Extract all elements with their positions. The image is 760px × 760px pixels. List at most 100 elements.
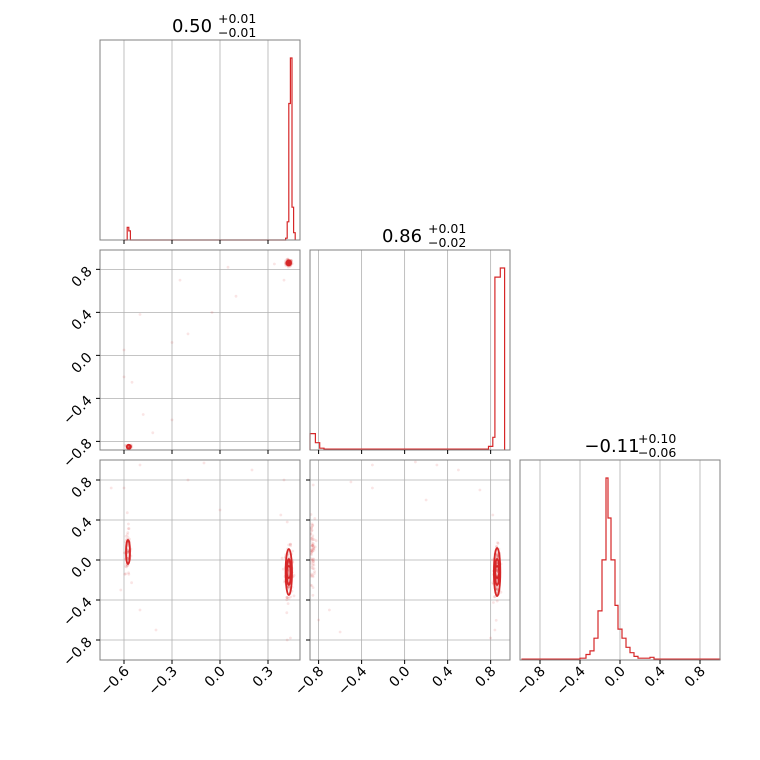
- panel-p2-vs-p1-cluster-1-point: [310, 551, 313, 554]
- panel-p2-vs-p1-cluster-1-point: [311, 538, 315, 542]
- panel-p2-vs-p1-cluster-1-point: [311, 575, 315, 579]
- panel-p2-vs-p0-xtick-label-3: 0.3: [250, 664, 277, 691]
- panel-p2-vs-p1-cluster-0-point: [495, 587, 499, 591]
- hist-panel-p1-histogram: [309, 267, 506, 450]
- hist-panel-p0-title-minus: −0.01: [218, 25, 256, 40]
- panel-p1-vs-p0-scatter-point-13: [234, 294, 238, 298]
- panel-p2-vs-p1-cluster-1-point: [311, 559, 315, 563]
- panel-p1-vs-p0-ytick-label-4: 0.8: [69, 264, 96, 291]
- panel-p2-vs-p0-scatter-point-3: [202, 461, 206, 465]
- panel-p2-vs-p1-cluster-0-point: [495, 569, 499, 572]
- panel-p1-vs-p0-ytick-label-2: 0.0: [69, 350, 96, 377]
- panel-p2-vs-p1-cluster-1-point: [310, 544, 314, 547]
- panel-p2-vs-p0-scatter-point-7: [282, 478, 286, 482]
- panel-p2-vs-p1-cluster-1-point: [310, 526, 314, 529]
- panel-p2-vs-p1-cluster-1-point: [310, 531, 313, 535]
- hist-panel-p2-xtick-label-4: 0.8: [682, 664, 709, 691]
- panel-p2-vs-p0-scatter-point-1: [109, 486, 113, 490]
- panel-p2-vs-p0-cluster-0-point: [287, 568, 290, 572]
- panel-p2-vs-p1-xtick-label-2: 0.0: [386, 664, 413, 691]
- panel-p2-vs-p0-cluster-1-point: [126, 551, 130, 555]
- panel-p2-vs-p0-xtick-label-0: −0.6: [97, 663, 132, 698]
- panel-p2-vs-p0-contour-1-0: [125, 539, 131, 565]
- panel-p2-vs-p0-cluster-0-point: [287, 570, 290, 574]
- panel-p2-vs-p1-cluster-0-point: [495, 570, 499, 573]
- panel-p1-vs-p0-scatter-point-4: [186, 332, 190, 336]
- panel-p2-vs-p1-scatter-point-12: [371, 486, 374, 490]
- panel-p1-vs-p0-cluster-1-point: [127, 445, 131, 449]
- panel-p1-vs-p0-marks: [122, 257, 294, 450]
- panel-p1-vs-p0-ytick-label-1: −0.4: [60, 393, 95, 428]
- panel-p2-vs-p1-cluster-0-point: [496, 569, 499, 573]
- panel-p2-vs-p1-cluster-1-point: [310, 548, 313, 552]
- panel-p2-vs-p0-cluster-0-point: [285, 596, 289, 599]
- panel-p2-vs-p0-cluster-1-point: [126, 535, 130, 539]
- panel-p2-vs-p1-cluster-0-point: [494, 618, 498, 622]
- panel-p2-vs-p1-cluster-1-point: [311, 586, 315, 589]
- panel-p2-vs-p1-scatter-point-14: [311, 483, 315, 487]
- panel-p2-vs-p0-cluster-1-point: [126, 553, 130, 556]
- panel-p2-vs-p0-ytick-label-4: 0.8: [69, 474, 96, 501]
- panel-p2-vs-p1-cluster-1-point: [311, 567, 315, 570]
- panel-p2-vs-p1-cluster-1-point: [311, 542, 315, 545]
- panel-p2-vs-p0-cluster-0-point: [287, 570, 291, 574]
- panel-p2-vs-p0-cluster-0-point: [287, 543, 291, 547]
- panel-p2-vs-p0-cluster-0-point: [287, 585, 290, 589]
- panel-p2-vs-p1-cluster-0-point: [495, 588, 499, 592]
- panel-p2-vs-p1-scatter-point-13: [424, 498, 428, 502]
- panel-p2-vs-p1-cluster-1-point: [313, 545, 317, 549]
- panel-p2-vs-p1-scatter-point-2: [414, 460, 417, 464]
- panel-p2-vs-p1-cluster-1-point: [312, 563, 316, 567]
- panel-p1-vs-p0-scatter-point-6: [130, 380, 134, 384]
- panel-p2-vs-p0-cluster-0-point: [285, 598, 289, 602]
- panel-p2-vs-p1-cluster-1-point: [312, 557, 316, 561]
- panel-p2-vs-p1-cluster-1-point: [310, 550, 314, 553]
- panel-p2-vs-p0-cluster-1-point: [124, 572, 128, 576]
- panel-p2-vs-p1-scatter-point-5: [478, 488, 482, 492]
- panel-p2-vs-p0-ytick-label-1: −0.4: [60, 594, 95, 629]
- panel-p2-vs-p0-scatter-point-14: [186, 478, 190, 482]
- panel-p2-vs-p0-cluster-1-point: [125, 565, 128, 569]
- panel-p2-vs-p1-cluster-1-point: [310, 558, 314, 562]
- panel-p2-vs-p1-xtick-label-3: 0.4: [429, 663, 456, 690]
- panel-p2-vs-p1-cluster-1-point: [310, 537, 313, 540]
- hist-panel-p0-frame: [99, 39, 301, 241]
- panel-p2-vs-p0-cluster-1-point: [125, 511, 129, 515]
- panel-p2-vs-p0-scatter-point-6: [285, 520, 289, 524]
- hist-panel-p2-xtick-label-1: −0.4: [553, 663, 588, 698]
- panel-p2-vs-p0-cluster-0-point: [287, 585, 291, 589]
- panel-p2-vs-p0-cluster-1-point: [126, 527, 130, 530]
- panel-p2-vs-p1-cluster-1-point: [311, 561, 315, 565]
- panel-p1-vs-p0-scatter-point-9: [151, 431, 155, 435]
- panel-p2-vs-p1-cluster-1-point: [311, 544, 315, 547]
- hist-panel-p2-xtick-label-3: 0.4: [642, 663, 669, 690]
- panel-p2-vs-p0-cluster-0-point: [286, 602, 290, 605]
- panel-p2-vs-p1-cluster-1-point: [311, 534, 315, 538]
- panel-p2-vs-p1-contour-0-2: [494, 565, 501, 579]
- panel-p2-vs-p1-cluster-1-point: [310, 544, 314, 547]
- panel-p2-vs-p1-cluster-1-point: [310, 552, 313, 555]
- panel-p2-vs-p1-cluster-0-point: [496, 541, 499, 544]
- panel-p2-vs-p1-cluster-1-point: [310, 557, 313, 560]
- panel-p2-vs-p1-cluster-1-point: [311, 543, 315, 547]
- panel-p2-vs-p0-cluster-1-point: [124, 565, 128, 568]
- panel-p2-vs-p1-cluster-1-point: [311, 524, 314, 528]
- hist-panel-p2-histogram: [521, 477, 721, 660]
- panel-p2-vs-p0-cluster-0-point: [287, 555, 291, 559]
- panel-p2-vs-p0-ytick-label-2: 0.0: [69, 554, 96, 581]
- panel-p2-vs-p0-scatter-point-4: [250, 468, 254, 472]
- hist-panel-p1-title: 0.86: [382, 226, 422, 247]
- panel-p2-vs-p1-cluster-1-point: [312, 538, 316, 541]
- panel-p2-vs-p0-cluster-1-point: [127, 571, 130, 575]
- panel-p1-vs-p0-cluster-1-point: [123, 444, 127, 447]
- panel-p2-vs-p0-cluster-0-point: [281, 567, 285, 571]
- hist-panel-p1-title-minus: −0.02: [428, 235, 466, 250]
- hist-panel-p2-title-minus: −0.06: [638, 445, 676, 460]
- panel-p2-vs-p0-cluster-1-point: [126, 531, 130, 534]
- panel-p2-vs-p1-scatter-point-10: [489, 636, 492, 640]
- panel-p2-vs-p1-cluster-1-point: [310, 528, 314, 532]
- panel-p1-vs-p0-scatter-point-14: [178, 278, 182, 282]
- panel-p2-vs-p1-scatter-point-1: [371, 463, 374, 467]
- panel-p2-vs-p0-cluster-0-point: [287, 572, 291, 576]
